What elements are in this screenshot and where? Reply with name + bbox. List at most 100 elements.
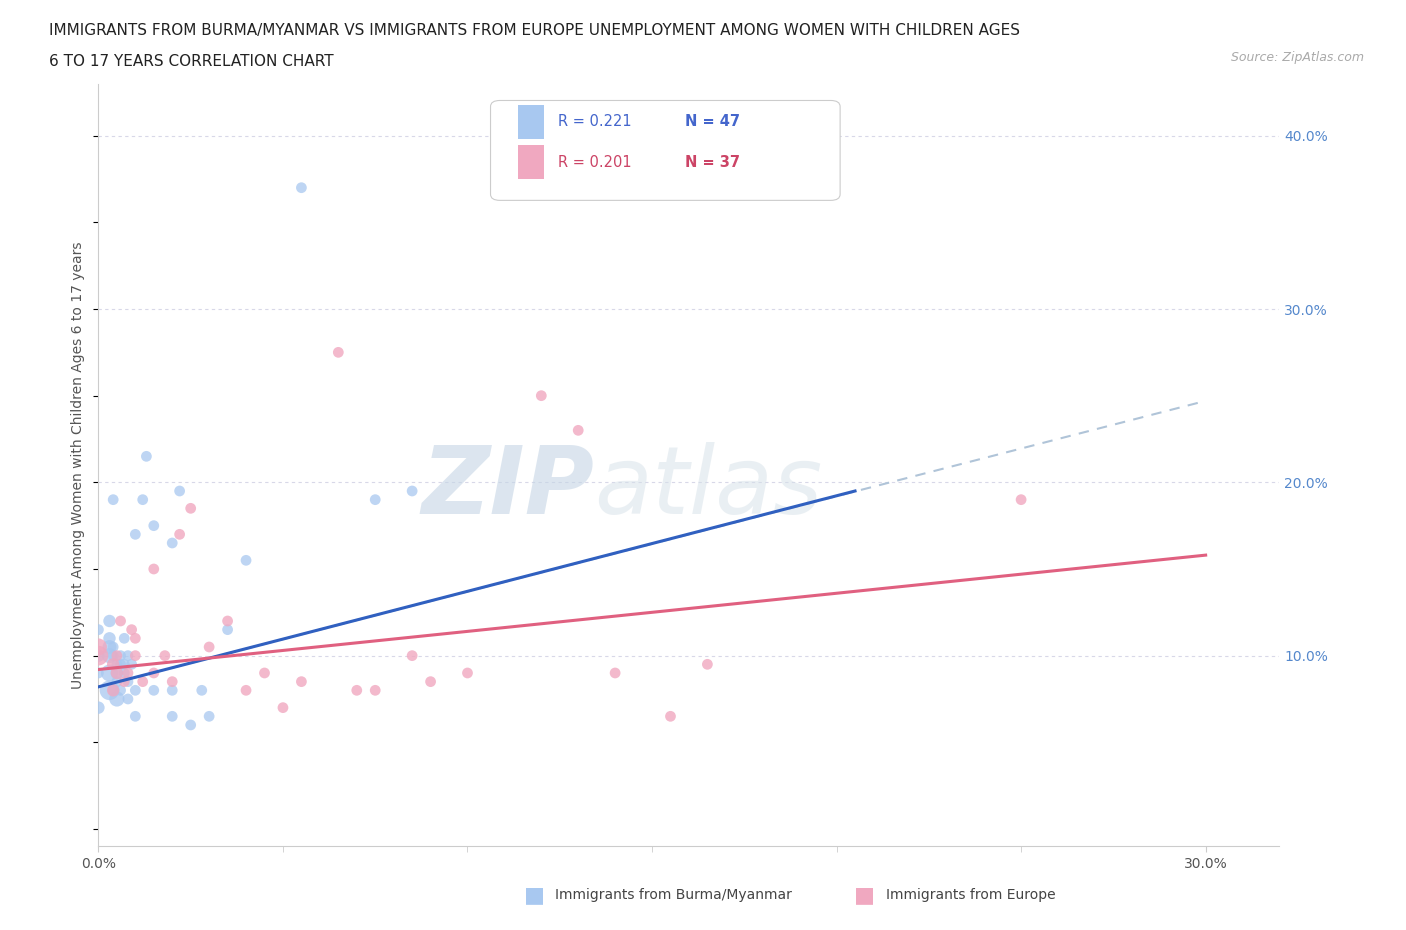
Point — [110, 648, 132, 663]
Point — [169, 527, 191, 542]
Point — [112, 666, 135, 681]
Point — [135, 449, 157, 464]
Point — [162, 674, 183, 689]
Point — [364, 683, 387, 698]
Point — [87, 648, 110, 663]
Point — [180, 718, 202, 733]
Point — [105, 666, 128, 681]
FancyBboxPatch shape — [491, 100, 841, 200]
Point — [124, 683, 146, 698]
Point — [103, 683, 125, 698]
Point — [169, 484, 191, 498]
Point — [198, 640, 221, 655]
Point — [191, 683, 214, 698]
Point — [124, 648, 146, 663]
Point — [103, 657, 125, 671]
Point — [103, 648, 125, 663]
Point — [98, 648, 121, 663]
Point — [124, 709, 146, 724]
Point — [103, 492, 125, 507]
Point — [105, 657, 128, 671]
Text: Source: ZipAtlas.com: Source: ZipAtlas.com — [1230, 51, 1364, 64]
Point — [142, 518, 165, 533]
Point — [605, 666, 627, 681]
Text: ■: ■ — [855, 884, 875, 905]
Bar — [517, 145, 544, 179]
Text: N = 37: N = 37 — [685, 154, 741, 170]
Point — [87, 640, 110, 655]
Point — [530, 388, 553, 403]
Point — [112, 631, 135, 645]
Point — [105, 692, 128, 707]
Point — [217, 622, 239, 637]
Point — [290, 674, 312, 689]
Point — [98, 614, 121, 629]
Text: 6 TO 17 YEARS CORRELATION CHART: 6 TO 17 YEARS CORRELATION CHART — [49, 54, 333, 69]
Point — [235, 683, 257, 698]
Point — [105, 648, 128, 663]
Point — [103, 683, 125, 698]
Point — [98, 683, 121, 698]
Text: ■: ■ — [524, 884, 544, 905]
Point — [87, 648, 110, 663]
Point — [117, 648, 139, 663]
Point — [121, 657, 143, 671]
Point — [162, 536, 183, 551]
Point — [105, 666, 128, 681]
Point — [180, 501, 202, 516]
Point — [162, 709, 183, 724]
Bar — [517, 105, 544, 140]
Point — [1010, 492, 1032, 507]
Point — [328, 345, 350, 360]
Point — [121, 622, 143, 637]
Point — [117, 692, 139, 707]
Text: ZIP: ZIP — [422, 442, 595, 534]
Point — [142, 683, 165, 698]
Text: Immigrants from Burma/Myanmar: Immigrants from Burma/Myanmar — [555, 887, 792, 902]
Point — [117, 666, 139, 681]
Point — [567, 423, 589, 438]
Point — [124, 527, 146, 542]
Point — [696, 657, 718, 671]
Point — [401, 648, 423, 663]
Point — [142, 562, 165, 577]
Point — [112, 674, 135, 689]
Point — [132, 492, 155, 507]
Point — [98, 631, 121, 645]
Point — [98, 640, 121, 655]
Point — [117, 674, 139, 689]
Point — [110, 614, 132, 629]
Point — [290, 180, 312, 195]
Text: IMMIGRANTS FROM BURMA/MYANMAR VS IMMIGRANTS FROM EUROPE UNEMPLOYMENT AMONG WOMEN: IMMIGRANTS FROM BURMA/MYANMAR VS IMMIGRA… — [49, 23, 1021, 38]
Point — [142, 666, 165, 681]
Point — [98, 666, 121, 681]
Point — [103, 640, 125, 655]
Point — [110, 657, 132, 671]
Point — [235, 553, 257, 568]
Point — [271, 700, 294, 715]
Point — [87, 666, 110, 681]
Point — [132, 674, 155, 689]
Y-axis label: Unemployment Among Women with Children Ages 6 to 17 years: Unemployment Among Women with Children A… — [72, 241, 86, 689]
Point — [364, 492, 387, 507]
Point — [162, 683, 183, 698]
Point — [419, 674, 441, 689]
Point — [87, 700, 110, 715]
Text: atlas: atlas — [595, 443, 823, 534]
Point — [153, 648, 176, 663]
Text: R = 0.221: R = 0.221 — [558, 114, 631, 129]
Point — [198, 709, 221, 724]
Point — [346, 683, 368, 698]
Point — [112, 657, 135, 671]
Point — [124, 631, 146, 645]
Point — [253, 666, 276, 681]
Text: R = 0.201: R = 0.201 — [558, 154, 631, 170]
Point — [110, 683, 132, 698]
Point — [659, 709, 682, 724]
Point — [456, 666, 478, 681]
Point — [401, 484, 423, 498]
Text: N = 47: N = 47 — [685, 114, 741, 129]
Point — [105, 674, 128, 689]
Point — [87, 622, 110, 637]
Text: Immigrants from Europe: Immigrants from Europe — [886, 887, 1056, 902]
